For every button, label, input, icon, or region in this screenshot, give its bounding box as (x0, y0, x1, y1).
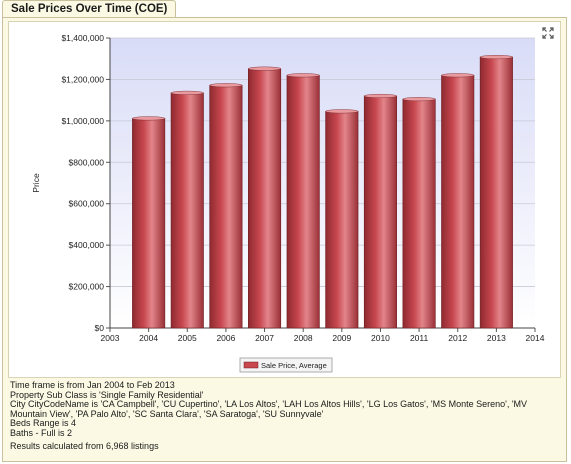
bar-chart: $0 $200,000 $400,000 $600,000 $800,000 $1,000… (31, 33, 545, 373)
x-tick-label: 2011 (410, 333, 429, 343)
bar (363, 95, 397, 329)
expand-icon[interactable] (542, 26, 554, 39)
x-tick-label: 2013 (487, 333, 506, 343)
results-count: Results calculated from 6,968 listings (10, 440, 159, 451)
bar-cap (170, 90, 204, 95)
y-tick-label: $400,000 (69, 240, 105, 250)
filter-line: Property Sub Class is 'Single Family Res… (10, 389, 204, 400)
legend: Sale Price, Average (239, 357, 333, 373)
bar-cap (479, 55, 513, 60)
bar (325, 111, 359, 329)
y-tick-label: $1,400,000 (61, 33, 104, 43)
x-tick-label: 2007 (255, 333, 274, 343)
y-tick-label: $1,200,000 (61, 74, 104, 84)
x-tick-label: 2006 (216, 333, 235, 343)
x-tick-label: 2008 (294, 333, 313, 343)
x-tick-label: 2012 (448, 333, 467, 343)
bar (402, 98, 436, 329)
bar (132, 118, 166, 329)
chart-tab[interactable]: Sale Prices Over Time (COE) (2, 0, 177, 18)
bar (248, 68, 282, 329)
bar (209, 84, 243, 329)
bar-cap (209, 83, 243, 88)
filter-line: Time frame is from Jan 2004 to Feb 2013 (10, 380, 175, 390)
filter-line: City CityCodeName is 'CA Campbell', 'CU … (10, 399, 528, 419)
y-axis-title: Price (31, 173, 41, 193)
filter-line: Baths - Full is 2 (10, 427, 73, 438)
bar-cap (325, 109, 359, 114)
bar-cap (441, 73, 475, 78)
filter-line: Beds Range is 4 (10, 418, 77, 429)
filter-summary: Time frame is from Jan 2004 to Feb 2013 … (10, 380, 562, 451)
y-tick-label: $600,000 (69, 199, 105, 209)
x-tick-label: 2010 (371, 333, 390, 343)
x-tick-label: 2003 (101, 333, 120, 343)
y-tick-label: $1,000,000 (61, 116, 104, 126)
bar-cap (286, 73, 320, 78)
bar (170, 92, 204, 329)
y-tick-label: $800,000 (69, 157, 105, 167)
x-tick-label: 2005 (178, 333, 197, 343)
y-tick-label: $0 (95, 323, 105, 333)
bar-cap (132, 116, 166, 121)
bar (479, 56, 513, 329)
bar-cap (402, 97, 436, 102)
y-tick-label: $200,000 (69, 282, 105, 292)
legend-box (239, 357, 333, 373)
x-tick-label: 2009 (332, 333, 351, 343)
legend-label: Sale Price, Average (261, 361, 327, 370)
legend-swatch (243, 361, 259, 369)
x-tick-label: 2014 (526, 333, 545, 343)
bar-cap (364, 93, 397, 98)
bar (441, 74, 475, 329)
x-tick-label: 2004 (139, 333, 158, 343)
bar (286, 74, 320, 329)
chart-panel: $0 $200,000 $400,000 $600,000 $800,000 $1,000… (2, 17, 567, 462)
bar-cap (248, 66, 281, 71)
chart-container: $0 $200,000 $400,000 $600,000 $800,000 $1,000… (8, 21, 561, 378)
